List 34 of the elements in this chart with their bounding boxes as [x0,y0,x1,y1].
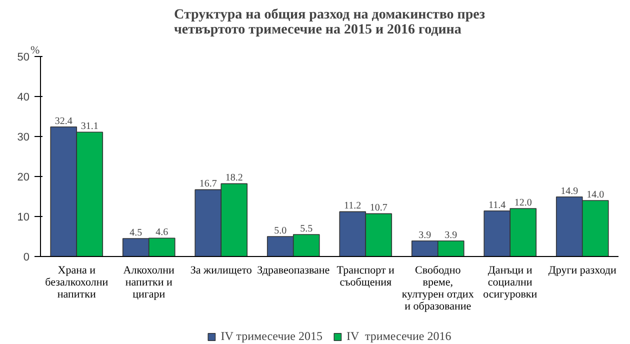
y-tick-label: 50 [17,52,30,64]
data-label: 3.9 [444,230,458,241]
data-label: 4.6 [156,227,168,238]
data-label: 14.9 [560,186,578,197]
data-label: 3.9 [418,230,432,241]
y-tick-label: 0 [23,252,30,264]
x-tick-label: Данъци и социални осигуровки [483,264,538,300]
x-tick-label: Други разходи [548,264,616,276]
data-label: 10.7 [370,202,388,214]
y-tick-label: 10 [17,212,30,224]
x-tick-label: Здравеопазване [257,264,330,276]
data-label: 14.0 [586,190,604,200]
y-axis-title: % [30,44,40,56]
data-label: 12.0 [514,198,532,208]
y-tick-label: 30 [17,132,30,144]
legend-label: IV тримесечие 2015 [220,329,322,344]
x-tick-label: Транспорт и съобщения [336,264,395,288]
y-tick-label: 20 [17,172,30,184]
x-tick-label: Алкохолни напитки и цигари [123,264,175,300]
data-label: 11.4 [488,200,506,211]
legend-label: IV тримесечие 2016 [346,329,452,344]
data-label: 11.2 [344,200,362,212]
x-tick-label: За жилището [190,264,252,276]
data-label: 31.1 [80,121,98,132]
y-tick-label: 40 [17,92,30,104]
data-label: 5.0 [274,226,287,236]
x-tick-label: Храна и безалкохолни напитки [45,264,108,300]
data-label: 32.4 [54,116,72,127]
data-label: 18.2 [225,172,243,184]
data-label: 4.5 [130,228,142,238]
data-label: 16.7 [199,178,217,190]
data-label: 5.5 [300,224,313,234]
x-tick-label: Свободно време, културен отдих и образование [402,264,474,312]
chart-title: Структура на общия разход на домакинство през четвъртото тримесечие на 2015 и 2016 година [174,8,486,38]
